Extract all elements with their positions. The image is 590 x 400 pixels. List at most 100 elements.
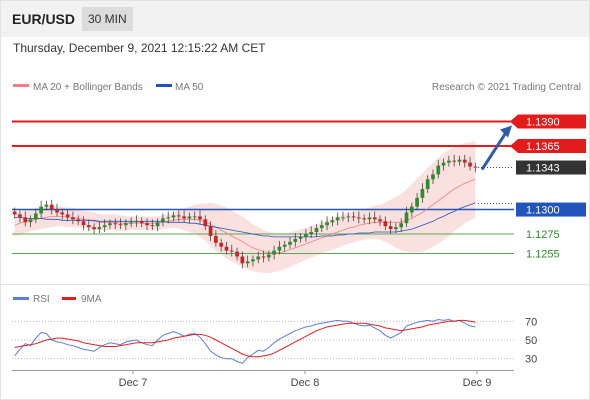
candle-body (182, 216, 186, 219)
pivot-tag (516, 202, 586, 217)
legend-ma20-label: MA 20 + Bollinger Bands (33, 82, 143, 93)
candle-body (282, 244, 287, 247)
candle-body (266, 254, 271, 258)
candle-body (330, 220, 335, 223)
rsi-level-label: 50 (525, 335, 537, 347)
candle-body (123, 223, 128, 226)
candle-body (277, 246, 282, 251)
candle-body (12, 211, 17, 215)
candle-body (129, 222, 134, 224)
candle-body (224, 246, 229, 251)
candle-body (298, 236, 303, 239)
last-price-label: 1.1343 (526, 163, 560, 175)
credit-text: Research © 2021 Trading Central (432, 82, 581, 93)
candle-body (118, 224, 123, 226)
resistance-tag (510, 139, 586, 153)
candle-body (341, 217, 345, 219)
candle-body (394, 227, 398, 230)
candle-body (155, 222, 160, 227)
rsi-level-label: 70 (525, 316, 537, 328)
candle-body (261, 256, 266, 258)
candle-body (473, 166, 478, 168)
candle-body (139, 221, 144, 224)
candle-body (346, 216, 351, 218)
candle-body (462, 159, 467, 163)
candle-body (176, 215, 181, 217)
candle-body (335, 217, 340, 221)
candle-body (240, 256, 245, 264)
legend-rsi-swatch (13, 297, 29, 300)
candle-body (367, 217, 372, 220)
header-bar: EUR/USD 30 MIN (0, 0, 590, 37)
candle-body (113, 223, 118, 225)
candle-body (134, 221, 139, 223)
legend-ma9-swatch (62, 297, 76, 300)
candle-body (187, 216, 192, 219)
candle-body (49, 204, 54, 210)
candle-body (108, 223, 112, 226)
candle-body (86, 225, 91, 228)
candle-body (245, 261, 250, 264)
candle-body (28, 219, 33, 223)
candle-body (71, 217, 75, 220)
candle-body (92, 227, 96, 230)
rsi-level-label: 30 (525, 354, 537, 366)
timestamp: Thursday, December 9, 2021 12:15:22 AM C… (13, 41, 266, 55)
candle-body (409, 206, 414, 213)
candle-body (441, 162, 446, 166)
legend-ma50-label: MA 50 (175, 82, 204, 93)
candle-body (351, 216, 356, 218)
resistance-label: 1.1365 (526, 141, 560, 153)
rsi-ma9-line (14, 319, 476, 358)
timeframe-badge[interactable]: 30 MIN (82, 7, 133, 31)
candle-body (372, 217, 377, 220)
ma20-line (14, 178, 476, 254)
resistance-tag (510, 114, 586, 129)
candle-body (214, 235, 218, 243)
support-label: 1.1275 (526, 229, 560, 241)
last-price-tag (516, 160, 586, 175)
candle-body (219, 242, 224, 247)
candle-body (404, 212, 409, 224)
candle-body (452, 160, 457, 162)
legend-rsi-label: RSI (33, 294, 50, 305)
candle-body (388, 226, 393, 230)
candle-body (272, 250, 276, 255)
candle-body (415, 197, 419, 207)
candle-body (60, 212, 65, 215)
candle-body (420, 189, 425, 198)
time-label: Dec 7 (119, 377, 148, 389)
candle-body (304, 234, 308, 237)
instrument-title: EUR/USD (12, 11, 76, 27)
candle-body (383, 221, 388, 227)
candle-body (198, 216, 202, 220)
candle-body (425, 179, 430, 190)
legend-ma50-swatch (156, 84, 172, 87)
candle-body (235, 251, 239, 257)
candle-body (431, 174, 435, 180)
time-label: Dec 9 (463, 377, 492, 389)
candle-body (362, 218, 367, 220)
candle-body (356, 217, 361, 219)
candle-body (44, 204, 49, 207)
candle-body (457, 159, 462, 162)
candle-body (18, 214, 22, 218)
candle-body (192, 216, 197, 218)
candle-body (288, 241, 292, 245)
ma50-line (14, 202, 476, 238)
candle-body (256, 256, 261, 260)
candle-body (325, 222, 329, 226)
candle-body (145, 223, 149, 226)
candle-body (208, 226, 213, 236)
forecast-arrow (480, 131, 508, 171)
candle-body (203, 219, 208, 227)
legend-ma20-swatch (13, 84, 29, 87)
time-label: Dec 8 (291, 377, 320, 389)
candle-body (161, 218, 165, 223)
resistance-label: 1.1390 (526, 117, 560, 129)
candle-body (447, 160, 451, 163)
candle-body (319, 225, 324, 229)
candle-body (55, 209, 59, 213)
candle-body (33, 213, 38, 220)
